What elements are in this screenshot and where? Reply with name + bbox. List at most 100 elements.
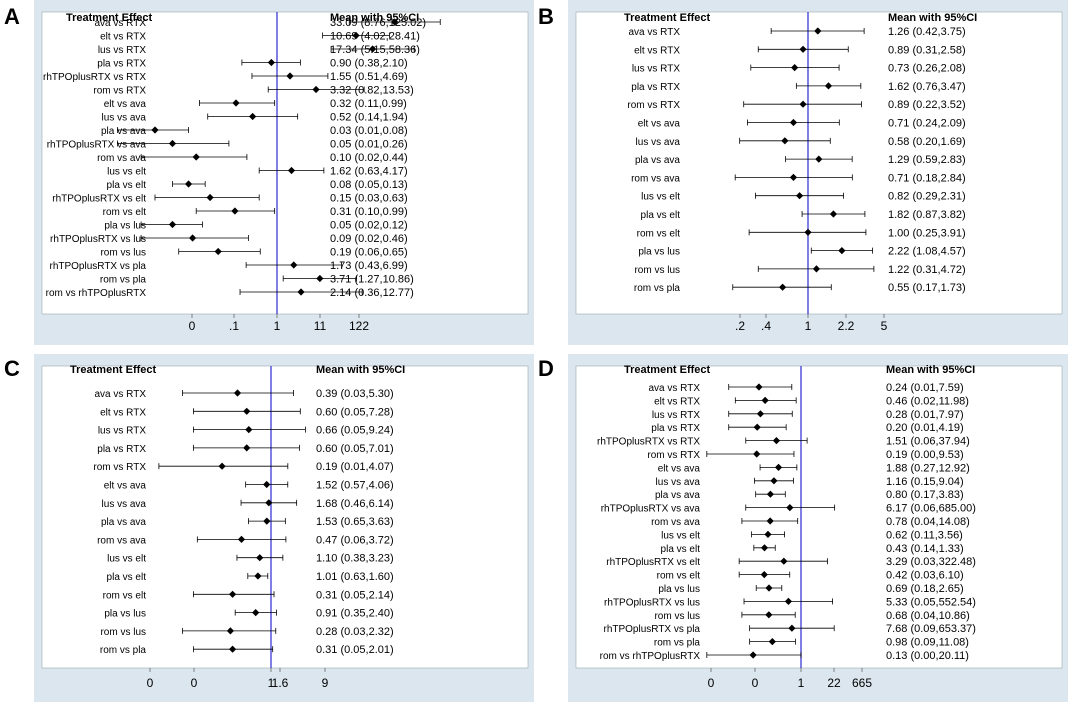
row-estimate-ci: 0.71 (0.24,2.09) [888,118,966,130]
row-estimate-ci: 0.89 (0.31,2.58) [888,44,966,56]
row-label: rom vs pla [654,638,701,649]
estimate-marker [168,220,177,229]
row-label: pla vs RTX [97,59,146,70]
row-label: ava vs RTX [649,383,701,394]
row-estimate-ci: 0.71 (0.18,2.84) [888,172,966,184]
row-estimate-ci: 1.16 (0.15,9.04) [886,476,964,488]
row-estimate-ci: 1.73 (0.43,6.99) [330,260,408,272]
estimate-marker [290,261,298,269]
row-label: lus vs elt [107,554,146,565]
axis-tick-label: 0 [147,676,154,690]
row-estimate-ci: 0.39 (0.03,5.30) [316,388,394,400]
row-estimate-ci: 0.32 (0.11,0.99) [330,98,407,110]
panel-label-a: A [4,4,20,29]
estimate-marker [766,517,774,525]
row-estimate-ci: 0.46 (0.02,11.98) [886,395,969,407]
row-estimate-ci: 0.31 (0.05,2.14) [316,589,394,601]
header-treatment-effect: Treatment Effect [70,364,157,376]
row-estimate-ci: 7.68 (0.09,653.37) [886,623,976,635]
header-treatment-effect: Treatment Effect [624,12,711,24]
row-label: rom vs ava [97,153,146,164]
row-label: lus vs ava [656,477,701,488]
row-label: rom vs pla [634,283,681,294]
row-estimate-ci: 0.28 (0.03,2.32) [316,626,394,638]
row-estimate-ci: 0.19 (0.06,0.65) [330,247,408,259]
estimate-marker [206,193,214,202]
row-label: pla vs elt [661,544,701,555]
row-estimate-ci: 0.10 (0.02,0.44) [330,152,408,164]
estimate-marker [297,288,305,296]
row-label: rom vs ava [631,173,680,184]
row-estimate-ci: 0.20 (0.01,4.19) [886,422,964,434]
estimate-marker [286,72,294,80]
estimate-marker [287,166,296,175]
plot-area [575,11,1063,315]
estimate-marker [312,85,320,94]
row-label: rhTPOplusRTX vs pla [49,261,146,272]
row-label: lus vs ava [636,137,681,148]
axis-tick-label: 2.2 [838,319,855,333]
axis-tick-label: 1 [805,319,812,333]
row-label: lus vs elt [661,530,700,541]
row-label: pla vs RTX [651,423,700,434]
row-label: rhTPOplusRTX vs lus [50,234,146,245]
row-estimate-ci: 0.43 (0.14,1.33) [886,543,964,555]
axis-tick-label: 9 [322,676,329,690]
row-label: pla vs RTX [631,82,680,93]
estimate-marker [228,590,237,598]
header-mean-ci: Mean with 95%CI [888,12,977,24]
row-label: pla vs elt [641,210,681,221]
row-estimate-ci: 0.68 (0.04,10.86) [886,610,970,622]
plot-area [41,365,529,669]
estimate-marker [151,126,159,134]
row-estimate-ci: 2.14 (0.36,12.77) [330,287,414,299]
row-estimate-ci: 0.73 (0.26,2.08) [888,63,966,75]
row-label: rhTPOplusRTX vs lus [604,597,700,608]
estimate-marker [824,82,833,90]
row-estimate-ci: 0.31 (0.05,2.01) [316,644,394,656]
row-label: rom vs elt [103,207,147,218]
row-estimate-ci: 0.66 (0.05,9.24) [316,425,394,437]
row-label: rhTPOplusRTX vs RTX [43,72,146,83]
row-estimate-ci: 1.26 (0.42,3.75) [888,26,966,38]
row-estimate-ci: 0.09 (0.02,0.46) [330,233,408,245]
row-estimate-ci: 0.05 (0.01,0.26) [330,139,408,151]
row-estimate-ci: 0.24 (0.01,7.59) [886,382,964,394]
row-label: rom vs ava [97,535,146,546]
row-estimate-ci: 1.52 (0.57,4.06) [316,480,394,492]
row-estimate-ci: 0.69 (0.18,2.65) [886,583,964,595]
row-estimate-ci: 0.58 (0.20,1.69) [888,136,966,148]
row-label: elt vs RTX [634,45,680,56]
row-label: lus vs elt [641,192,680,203]
estimate-marker [755,383,763,391]
row-label: rhTPOplusRTX vs RTX [597,437,700,448]
estimate-marker [316,274,324,283]
row-label: pla vs ava [655,490,700,501]
forest-plot-b-svg: Treatment Effect Mean with 95%CI ava vs RT… [575,11,1063,333]
row-label: elt vs ava [658,463,701,474]
row-label: ava vs RTX [629,27,681,38]
row-label: rom vs elt [657,571,701,582]
estimate-marker [192,153,200,161]
row-estimate-ci: 0.98 (0.09,11.08) [886,637,969,649]
estimate-marker [263,480,271,489]
row-estimate-ci: 0.78 (0.04,14.08) [886,516,970,528]
row-label: rom vs elt [103,590,147,601]
row-label: rhTPOplusRTX vs elt [52,194,146,205]
row-label: elt vs ava [638,119,681,130]
row-estimate-ci: 1.62 (0.76,3.47) [888,81,966,93]
row-label: rom vs lus [100,248,146,259]
estimate-marker [184,180,193,188]
row-label: rom vs RTX [93,462,146,473]
row-label: rom vs lus [654,611,700,622]
forest-plot-d-svg: Treatment Effect Mean with 95%CI ava vs RT… [575,364,1063,690]
panel-label-b: B [538,4,554,29]
header-mean-ci: Mean with 95%CI [316,364,405,376]
row-estimate-ci: 0.28 (0.01,7.97) [886,409,964,421]
row-label: elt vs RTX [100,407,146,418]
row-label: rom vs elt [637,228,681,239]
estimate-marker [804,228,812,236]
row-label: pla vs ava [101,517,146,528]
row-estimate-ci: 17.34 (5.15,58.36) [330,44,420,56]
